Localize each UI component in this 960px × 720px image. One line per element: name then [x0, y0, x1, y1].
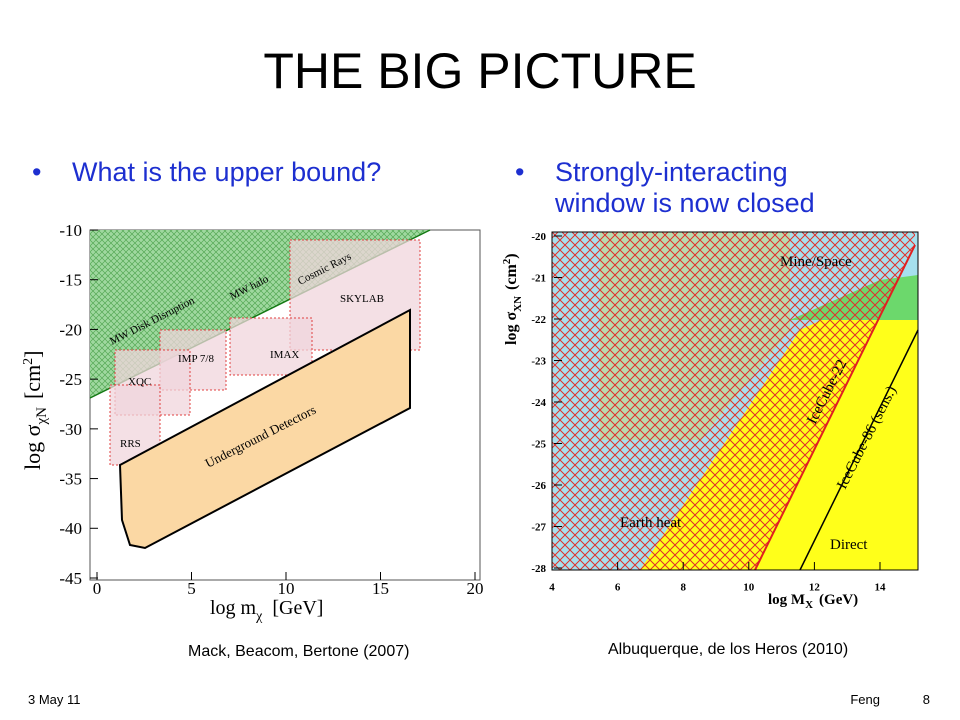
left-plot: MW Disk Disruption MW halo Cosmic Rays S…: [20, 229, 481, 624]
footer-author: Feng: [850, 692, 880, 707]
x-tick-label: 8: [680, 582, 686, 594]
footer-page: 8: [923, 692, 930, 707]
y-tick-label: -10: [59, 221, 82, 240]
x-axis-label: log mχ [GeV]: [210, 597, 323, 624]
y-axis-label: log σχN[cm2]: [20, 350, 50, 470]
y-tick-label: -28: [531, 563, 546, 575]
y-tick-label: -24: [531, 397, 546, 409]
y-tick-label: -21: [531, 272, 546, 284]
region-label: SKYLAB: [340, 293, 384, 305]
x-tick-label: 12: [809, 582, 821, 594]
x-tick-label: 0: [93, 579, 102, 598]
bullet-dot: •: [32, 157, 41, 187]
caption: Albuquerque, de los Heros (2010): [608, 641, 848, 658]
title: THE BIG PICTURE: [263, 43, 696, 99]
x-tick-label: 10: [278, 579, 295, 598]
bullet-dot: •: [515, 157, 524, 187]
caption: Mack, Beacom, Bertone (2007): [188, 643, 409, 660]
bullet: What is the upper bound?: [72, 157, 381, 187]
x-tick-label: 20: [467, 579, 484, 598]
y-tick-label: -22: [531, 314, 546, 326]
right-plot: Mine/Space IceCube-22 IceCube-86 (sens.)…: [501, 231, 919, 611]
region-label: Direct: [830, 537, 868, 553]
y-tick-label: -15: [59, 271, 82, 290]
plot-frame: [551, 231, 919, 571]
y-axis-label: log σXN(cm2): [501, 253, 524, 345]
y-tick-label: -25: [59, 370, 82, 389]
y-tick-label: -25: [531, 438, 546, 450]
region-edge: [754, 244, 916, 571]
x-tick-label: 10: [743, 582, 755, 594]
y-tick-label: -20: [59, 320, 82, 339]
x-tick-label: 4: [549, 582, 555, 594]
region: [552, 232, 915, 570]
x-tick-label: 14: [875, 582, 887, 594]
region: [118, 308, 411, 550]
y-tick-label: -35: [59, 470, 82, 489]
y-tick-label: -20: [531, 231, 546, 243]
region-label: IMAX: [270, 349, 299, 361]
region-label: XQC: [128, 376, 151, 388]
y-tick-label: -23: [531, 355, 546, 367]
bullet: Strongly-interacting window is now closed: [554, 157, 815, 218]
x-tick-label: 6: [615, 582, 621, 594]
y-tick-label: -27: [531, 521, 546, 533]
y-tick-label: -45: [59, 569, 82, 588]
y-tick-label: -40: [59, 519, 82, 538]
region-label: Earth heat: [620, 515, 682, 531]
region-label: IMP 7/8: [178, 353, 214, 365]
region-label: Mine/Space: [780, 254, 852, 270]
y-tick-label: -30: [59, 420, 82, 439]
region: [229, 317, 313, 376]
x-tick-label: 5: [187, 579, 196, 598]
x-tick-label: 15: [372, 579, 389, 598]
region-label: RRS: [120, 438, 141, 450]
region-edge: [799, 329, 919, 571]
x-axis-label: log MX (GeV): [768, 592, 858, 611]
y-tick-label: -26: [531, 480, 546, 492]
footer-date: 3 May 11: [28, 692, 81, 707]
